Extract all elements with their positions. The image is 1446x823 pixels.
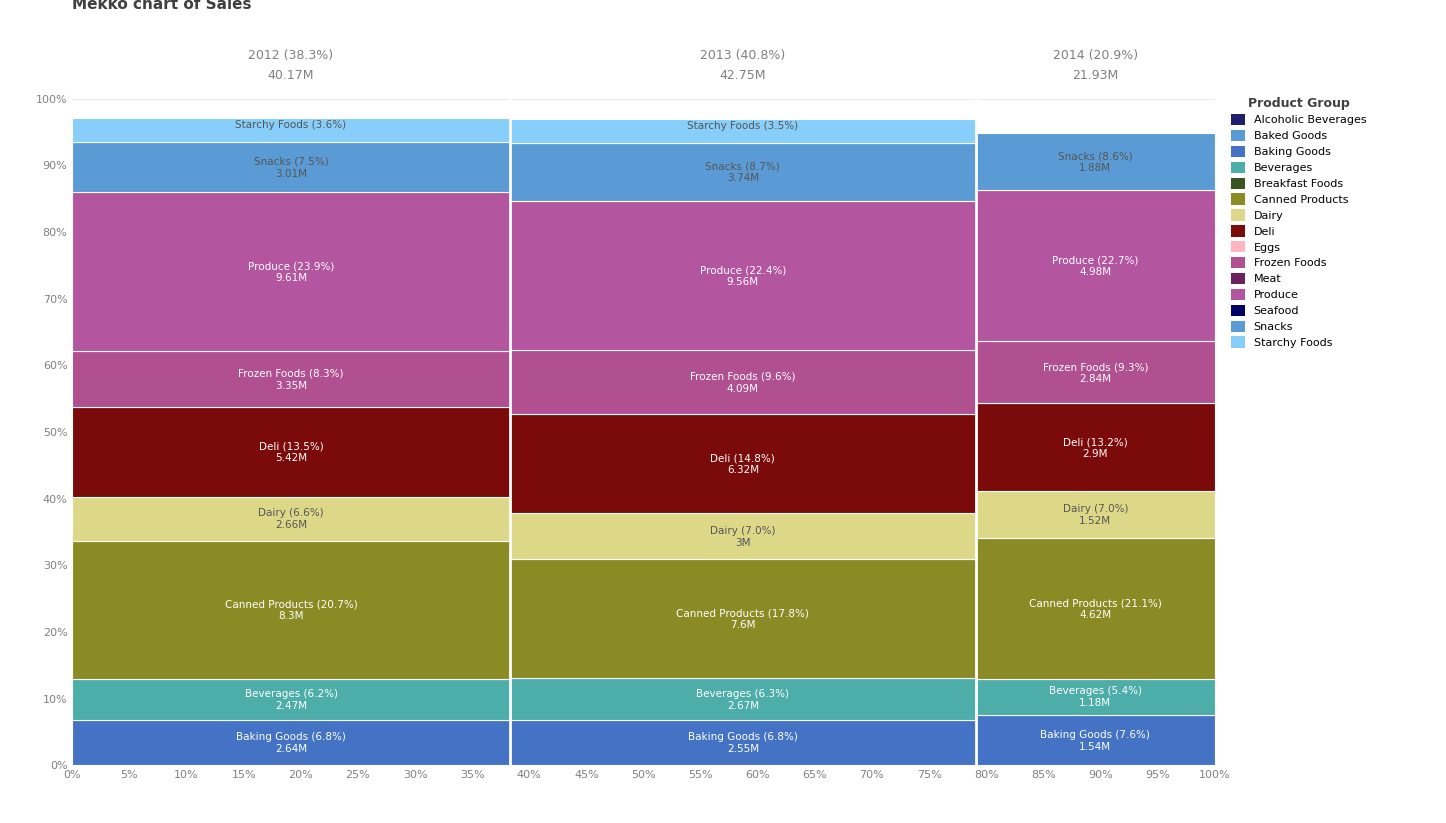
Text: Canned Products (20.7%): Canned Products (20.7%) (224, 599, 357, 609)
Bar (72, 407, 510, 497)
Text: Frozen Foods (9.6%): Frozen Foods (9.6%) (690, 372, 795, 382)
Bar (976, 133, 1215, 190)
Text: 2.47M: 2.47M (275, 701, 307, 711)
Text: 42.75M: 42.75M (720, 69, 766, 82)
Text: 1.54M: 1.54M (1079, 742, 1112, 751)
Text: Produce (23.9%): Produce (23.9%) (247, 262, 334, 272)
Text: Produce (22.4%): Produce (22.4%) (700, 265, 787, 275)
Bar (510, 513, 976, 560)
Text: Produce (22.7%): Produce (22.7%) (1053, 255, 1138, 266)
Text: 4.09M: 4.09M (727, 384, 759, 393)
Text: 40.17M: 40.17M (268, 69, 314, 82)
Text: 8.3M: 8.3M (278, 611, 304, 621)
Text: 1.52M: 1.52M (1079, 516, 1112, 527)
Text: Mekko chart of Sales: Mekko chart of Sales (72, 0, 252, 12)
Text: 7.6M: 7.6M (730, 621, 756, 630)
Text: Snacks (8.6%): Snacks (8.6%) (1058, 151, 1132, 161)
Bar (72, 142, 510, 192)
Text: Starchy Foods (3.6%): Starchy Foods (3.6%) (236, 120, 347, 130)
Text: Dairy (6.6%): Dairy (6.6%) (259, 509, 324, 518)
Text: Deli (13.5%): Deli (13.5%) (259, 441, 324, 451)
Bar (510, 720, 976, 765)
Text: Deli (14.8%): Deli (14.8%) (710, 453, 775, 463)
Bar (510, 560, 976, 678)
Text: Beverages (6.3%): Beverages (6.3%) (697, 689, 790, 699)
Bar (510, 678, 976, 720)
Text: 1.18M: 1.18M (1079, 699, 1112, 709)
Bar (976, 714, 1215, 765)
Bar (72, 118, 510, 142)
Text: 2013 (40.8%): 2013 (40.8%) (700, 49, 785, 62)
Bar (510, 350, 976, 414)
Text: Baking Goods (6.8%): Baking Goods (6.8%) (688, 732, 798, 742)
Text: 2012 (38.3%): 2012 (38.3%) (249, 49, 334, 62)
Text: 5.42M: 5.42M (275, 453, 307, 463)
Text: Snacks (8.7%): Snacks (8.7%) (706, 161, 781, 171)
Text: 3.01M: 3.01M (275, 169, 307, 179)
Text: Beverages (5.4%): Beverages (5.4%) (1048, 686, 1142, 696)
Legend: Alcoholic Beverages, Baked Goods, Baking Goods, Beverages, Breakfast Foods, Cann: Alcoholic Beverages, Baked Goods, Baking… (1226, 91, 1372, 353)
Text: 9.56M: 9.56M (727, 277, 759, 287)
Text: 21.93M: 21.93M (1071, 69, 1118, 82)
Text: Starchy Foods (3.5%): Starchy Foods (3.5%) (687, 121, 798, 131)
Text: 2.64M: 2.64M (275, 744, 307, 755)
Text: 3.35M: 3.35M (275, 381, 307, 391)
Bar (976, 342, 1215, 403)
Text: 4.98M: 4.98M (1079, 267, 1112, 277)
Text: Beverages (6.2%): Beverages (6.2%) (244, 689, 337, 699)
Bar (72, 679, 510, 720)
Text: Frozen Foods (8.3%): Frozen Foods (8.3%) (239, 369, 344, 379)
Text: 3M: 3M (735, 537, 750, 548)
Text: Canned Products (21.1%): Canned Products (21.1%) (1028, 598, 1161, 608)
Text: Frozen Foods (9.3%): Frozen Foods (9.3%) (1043, 362, 1148, 372)
Bar (72, 192, 510, 351)
Text: Snacks (7.5%): Snacks (7.5%) (253, 156, 328, 167)
Text: Canned Products (17.8%): Canned Products (17.8%) (677, 608, 810, 618)
Text: Baking Goods (7.6%): Baking Goods (7.6%) (1040, 730, 1150, 740)
Bar (72, 720, 510, 765)
Text: 1.88M: 1.88M (1079, 163, 1112, 173)
Text: Deli (13.2%): Deli (13.2%) (1063, 437, 1128, 447)
Bar (976, 190, 1215, 342)
Text: Dairy (7.0%): Dairy (7.0%) (710, 526, 775, 536)
Text: Baking Goods (6.8%): Baking Goods (6.8%) (236, 732, 346, 742)
Text: 6.32M: 6.32M (727, 465, 759, 475)
Bar (976, 403, 1215, 491)
Bar (72, 497, 510, 541)
Text: 2.9M: 2.9M (1083, 449, 1108, 459)
Text: 9.61M: 9.61M (275, 273, 307, 283)
Bar (510, 201, 976, 350)
Bar (72, 351, 510, 407)
Text: 2.66M: 2.66M (275, 520, 307, 530)
Text: 2014 (20.9%): 2014 (20.9%) (1053, 49, 1138, 62)
Bar (976, 491, 1215, 538)
Text: 3.74M: 3.74M (727, 174, 759, 184)
Text: 4.62M: 4.62M (1079, 610, 1112, 620)
Text: 2.55M: 2.55M (727, 744, 759, 755)
Text: 2.67M: 2.67M (727, 700, 759, 711)
Text: 2.84M: 2.84M (1079, 374, 1112, 384)
Bar (976, 538, 1215, 679)
Bar (510, 142, 976, 201)
Bar (510, 119, 976, 142)
Bar (510, 414, 976, 513)
Bar (72, 541, 510, 679)
Text: Dairy (7.0%): Dairy (7.0%) (1063, 504, 1128, 514)
Bar (976, 679, 1215, 714)
